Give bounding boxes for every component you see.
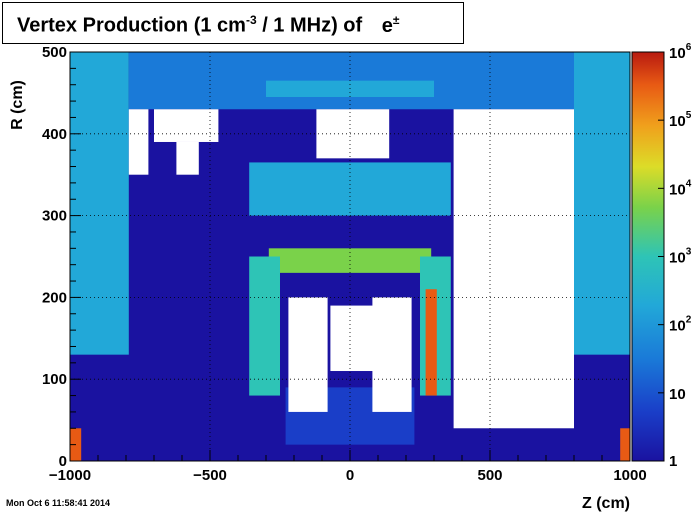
colorbar-label: 10 — [669, 386, 686, 403]
empty-region-4 — [154, 109, 219, 142]
title-middle: / 1 MHz) of — [256, 14, 363, 37]
x-tick-label: −500 — [193, 467, 227, 484]
x-tick-label: −1000 — [49, 467, 91, 484]
title-particle: e — [381, 14, 393, 37]
empty-region-0 — [128, 109, 149, 175]
title-particle-sup: ± — [392, 13, 400, 27]
y-tick-label: 400 — [42, 126, 67, 143]
x-tick-label: 500 — [477, 467, 502, 484]
colorbar-label-exp: 3 — [686, 247, 692, 258]
y-tick-label: 200 — [42, 289, 67, 306]
x-tick-label: 0 — [346, 467, 354, 484]
colorbar-label-exp: 6 — [686, 42, 692, 53]
empty-region-6 — [316, 109, 390, 159]
chart-title: Vertex Production (1 cm-3 / 1 MHz) of e± — [17, 13, 399, 38]
empty-region-3 — [453, 109, 574, 429]
region-upper-left-block — [70, 52, 129, 355]
chart-title-box: Vertex Production (1 cm-3 / 1 MHz) of e± — [2, 2, 464, 44]
colorbar-label: 104 — [669, 178, 692, 198]
grid-lines — [70, 52, 630, 461]
title-exponent: -3 — [245, 13, 257, 27]
region-upper-right-block — [574, 52, 630, 355]
colorbar-label: 1 — [669, 453, 677, 470]
colorbar-label: 102 — [669, 315, 692, 335]
x-axis-label: Z (cm) — [582, 495, 630, 512]
y-tick-label: 300 — [42, 208, 67, 225]
title-prefix: Vertex Production (1 cm — [17, 14, 246, 37]
empty-region-1 — [288, 297, 328, 412]
x-tick-labels: −1000 −500 0 500 1000 — [49, 467, 647, 484]
empty-region-7 — [330, 305, 378, 372]
y-tick-labels: 0 100 200 300 400 500 — [42, 44, 67, 470]
region-calorimeter-top — [249, 162, 451, 216]
x-tick-label: 1000 — [613, 467, 646, 484]
colorbar-label-exp: 5 — [686, 110, 692, 121]
y-tick-label: 500 — [42, 44, 67, 61]
empty-region-2 — [372, 297, 412, 412]
colorbar-label-exp: 2 — [686, 315, 692, 326]
axis-ticks — [69, 51, 631, 462]
empty-region-5 — [176, 141, 199, 175]
colorbar-label: 106 — [669, 42, 692, 62]
colorbar-label: 103 — [669, 247, 692, 267]
colorbar-label-exp: 4 — [686, 178, 692, 189]
footer-timestamp: Mon Oct 6 11:58:41 2014 — [6, 498, 111, 508]
y-axis-label: R (cm) — [9, 80, 26, 130]
colorbar-label: 105 — [669, 110, 692, 130]
region-hot-right — [425, 289, 437, 396]
region-hot-corner-right — [620, 428, 630, 461]
region-endcap-left — [249, 256, 280, 396]
y-tick-label: 0 — [59, 453, 67, 470]
y-tick-label: 100 — [42, 371, 67, 388]
